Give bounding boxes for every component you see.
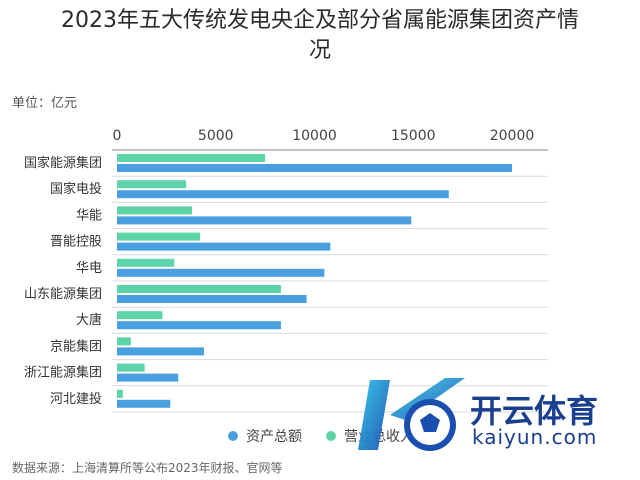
category-label: 国家电投 bbox=[50, 181, 102, 197]
category-label: 京能集团 bbox=[50, 338, 102, 354]
bar-total-assets bbox=[117, 216, 412, 225]
bar-total-assets bbox=[117, 164, 512, 172]
bar-revenue bbox=[117, 154, 266, 162]
legend-label-total-assets: 资产总额 bbox=[246, 429, 302, 445]
x-tick-label: 5000 bbox=[198, 128, 234, 144]
legend-swatch-revenue bbox=[326, 431, 336, 441]
unit-label: 单位：亿元 bbox=[12, 96, 78, 111]
category-label: 河北建投 bbox=[50, 391, 102, 407]
category-label: 山东能源集团 bbox=[24, 286, 102, 302]
x-tick-label: 0 bbox=[113, 128, 122, 144]
chart-title-line2: 况 bbox=[308, 38, 331, 63]
bar-revenue bbox=[117, 232, 200, 241]
bar-revenue bbox=[117, 389, 123, 398]
bar-revenue bbox=[117, 363, 145, 372]
watermark-domain: kaiyun.com bbox=[472, 425, 598, 449]
bar-total-assets bbox=[117, 399, 171, 408]
bar-revenue bbox=[117, 285, 281, 293]
bar-revenue bbox=[117, 258, 175, 267]
x-tick-label: 10000 bbox=[292, 128, 337, 144]
chart-title: 2023年五大传统发电央企及部分省属能源集团资产情 况 bbox=[0, 6, 640, 66]
x-tick-label: 20000 bbox=[490, 128, 535, 144]
legend-item-total-assets: 资产总额 bbox=[228, 426, 302, 446]
category-label: 浙江能源集团 bbox=[24, 365, 102, 381]
bar-revenue bbox=[117, 337, 131, 346]
category-label: 晋能控股 bbox=[50, 235, 102, 250]
chart-title-line1: 2023年五大传统发电央企及部分省属能源集团资产情 bbox=[61, 8, 579, 33]
bar-total-assets bbox=[117, 321, 281, 330]
legend-swatch-total-assets bbox=[228, 431, 238, 441]
bar-total-assets bbox=[117, 295, 307, 303]
category-label: 国家能源集团 bbox=[24, 155, 102, 171]
watermark-logo bbox=[358, 378, 465, 451]
x-tick-label: 15000 bbox=[391, 128, 436, 144]
bar-total-assets bbox=[117, 268, 325, 277]
bar-revenue bbox=[117, 180, 187, 189]
watermark-name: 开云体育 bbox=[470, 392, 599, 430]
bar-revenue bbox=[117, 206, 193, 215]
source-note: 数据来源：上海清算所等公布2023年财报、官网等 bbox=[12, 461, 283, 475]
category-label: 大唐 bbox=[76, 312, 102, 328]
bar-total-assets bbox=[117, 242, 331, 251]
bar-revenue bbox=[117, 311, 163, 320]
bar-total-assets bbox=[117, 373, 179, 382]
category-label: 华电 bbox=[76, 261, 102, 276]
bar-total-assets bbox=[117, 190, 449, 199]
bar-total-assets bbox=[117, 347, 204, 356]
category-label: 华能 bbox=[76, 208, 102, 223]
